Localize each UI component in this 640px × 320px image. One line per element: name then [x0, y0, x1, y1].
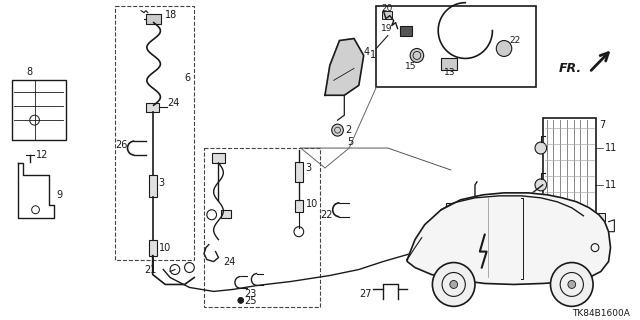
Bar — [148, 240, 157, 256]
Bar — [401, 26, 412, 36]
Text: 4: 4 — [364, 47, 370, 58]
Text: 6: 6 — [184, 73, 191, 83]
Text: 3: 3 — [159, 178, 164, 188]
Bar — [12, 80, 65, 140]
Circle shape — [433, 262, 475, 306]
Text: 24: 24 — [223, 257, 236, 267]
Bar — [537, 202, 573, 228]
Bar — [441, 59, 456, 70]
Text: 13: 13 — [444, 68, 456, 77]
Bar — [543, 118, 596, 213]
Bar — [376, 6, 536, 87]
Bar — [146, 14, 161, 24]
Polygon shape — [325, 38, 364, 95]
Text: 1: 1 — [371, 51, 376, 60]
Text: 8: 8 — [27, 68, 33, 77]
Text: 10: 10 — [159, 243, 171, 252]
Text: 9: 9 — [57, 190, 63, 200]
Text: 22: 22 — [320, 210, 333, 220]
Text: 22: 22 — [509, 36, 520, 45]
Circle shape — [238, 297, 244, 303]
Bar — [146, 103, 159, 112]
Circle shape — [410, 49, 424, 62]
Text: 23: 23 — [244, 289, 257, 300]
Bar — [295, 162, 303, 182]
Circle shape — [550, 262, 593, 306]
Bar — [221, 210, 231, 218]
Text: 2: 2 — [346, 125, 351, 135]
Text: 19: 19 — [381, 24, 392, 33]
Text: 3: 3 — [305, 163, 312, 173]
Text: 11: 11 — [605, 143, 617, 153]
Bar — [446, 203, 486, 231]
Bar — [148, 175, 157, 197]
Text: 5: 5 — [348, 137, 353, 147]
Circle shape — [535, 142, 547, 154]
Circle shape — [332, 124, 343, 136]
Polygon shape — [407, 193, 611, 284]
Text: 27: 27 — [359, 289, 371, 300]
Text: 24: 24 — [167, 98, 180, 108]
Text: 10: 10 — [305, 199, 318, 209]
Bar — [115, 6, 195, 260]
Text: TK84B1600A: TK84B1600A — [572, 309, 630, 318]
Text: FR.: FR. — [558, 62, 582, 75]
Text: 7: 7 — [599, 120, 605, 130]
Bar — [212, 153, 225, 163]
Text: 18: 18 — [165, 10, 177, 20]
Text: 25: 25 — [244, 296, 257, 306]
Text: 26: 26 — [115, 140, 127, 150]
Text: 21: 21 — [144, 265, 156, 275]
Text: 11: 11 — [605, 180, 617, 190]
Circle shape — [535, 179, 547, 191]
Text: 12: 12 — [36, 150, 48, 160]
Circle shape — [496, 41, 512, 56]
Text: 20: 20 — [381, 4, 392, 13]
Bar — [382, 11, 392, 19]
Bar — [584, 213, 605, 251]
Bar — [295, 200, 303, 212]
Text: 15: 15 — [405, 62, 417, 71]
Bar — [492, 200, 531, 227]
Circle shape — [450, 280, 458, 288]
Bar — [204, 148, 320, 307]
Circle shape — [568, 280, 575, 288]
